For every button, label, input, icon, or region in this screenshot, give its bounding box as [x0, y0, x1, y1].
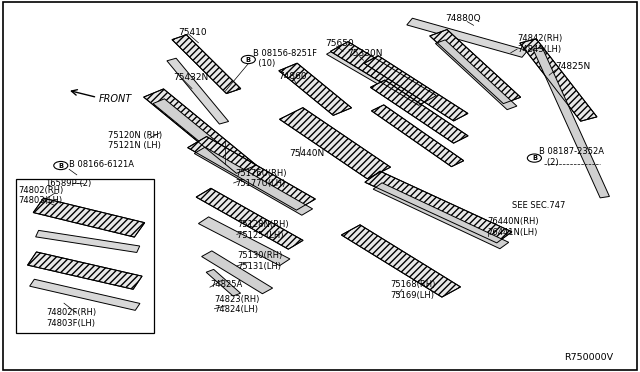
Polygon shape [153, 99, 255, 178]
Polygon shape [28, 252, 142, 289]
Polygon shape [143, 89, 257, 173]
Text: 75330N: 75330N [348, 49, 383, 58]
Text: 75410: 75410 [178, 28, 207, 37]
Polygon shape [167, 58, 228, 124]
Circle shape [241, 55, 255, 64]
Text: B: B [532, 155, 537, 161]
Text: 76440N(RH)
76441N(LH): 76440N(RH) 76441N(LH) [488, 217, 540, 237]
Text: SEE SEC.747: SEE SEC.747 [512, 201, 565, 210]
Polygon shape [364, 56, 468, 121]
Text: 75432N: 75432N [173, 73, 208, 82]
Text: 75168(RH)
75169(LH): 75168(RH) 75169(LH) [390, 280, 436, 300]
Text: B: B [246, 57, 251, 62]
Text: 16589P-(2): 16589P-(2) [45, 179, 91, 187]
Polygon shape [435, 40, 517, 110]
Circle shape [527, 154, 541, 162]
Text: 75176U(RH)
75177U(LH): 75176U(RH) 75177U(LH) [236, 169, 287, 188]
Text: 75130(RH)
75131(LH): 75130(RH) 75131(LH) [237, 251, 282, 271]
Text: 75120N (RH)
75121N (LH): 75120N (RH) 75121N (LH) [108, 131, 162, 150]
Text: B: B [58, 163, 63, 169]
Polygon shape [365, 171, 512, 243]
Polygon shape [373, 183, 509, 249]
Polygon shape [206, 269, 241, 296]
Polygon shape [172, 35, 241, 94]
Text: 74825A: 74825A [210, 280, 242, 289]
Polygon shape [371, 105, 464, 167]
Text: 74842(RH)
74843(LH): 74842(RH) 74843(LH) [517, 34, 563, 54]
Polygon shape [188, 137, 316, 210]
Polygon shape [280, 108, 390, 179]
Polygon shape [279, 63, 351, 115]
Polygon shape [196, 188, 303, 249]
Text: 74802F(RH)
74803F(LH): 74802F(RH) 74803F(LH) [46, 308, 96, 328]
Text: R750000V: R750000V [564, 353, 613, 362]
Text: B 08187-2352A
   (2): B 08187-2352A (2) [539, 147, 604, 167]
Polygon shape [33, 198, 145, 237]
Text: 75440N: 75440N [289, 149, 324, 158]
Polygon shape [429, 29, 521, 104]
Polygon shape [29, 279, 140, 310]
Text: 74825N: 74825N [556, 62, 591, 71]
FancyBboxPatch shape [16, 179, 154, 333]
Polygon shape [533, 48, 609, 198]
Text: FRONT: FRONT [99, 94, 132, 103]
Text: 75128N(RH)
75125 (LH): 75128N(RH) 75125 (LH) [237, 220, 289, 240]
Polygon shape [326, 48, 421, 103]
Text: 74802(RH)
74803(LH): 74802(RH) 74803(LH) [18, 186, 63, 205]
Text: 74880Q: 74880Q [445, 14, 481, 23]
Polygon shape [195, 147, 312, 215]
Text: B 08166-6121A: B 08166-6121A [69, 160, 134, 169]
Text: 74823(RH)
74824(LH): 74823(RH) 74824(LH) [214, 295, 260, 314]
Text: 75650: 75650 [325, 39, 354, 48]
Polygon shape [330, 42, 436, 105]
Polygon shape [198, 217, 290, 266]
Polygon shape [371, 80, 468, 143]
Polygon shape [407, 18, 527, 57]
Polygon shape [520, 39, 597, 121]
Polygon shape [341, 225, 461, 297]
Polygon shape [202, 251, 273, 294]
Circle shape [54, 161, 68, 170]
Text: 74860: 74860 [278, 72, 307, 81]
Polygon shape [36, 230, 140, 253]
Text: B 08156-8251F
  (10): B 08156-8251F (10) [253, 49, 317, 68]
